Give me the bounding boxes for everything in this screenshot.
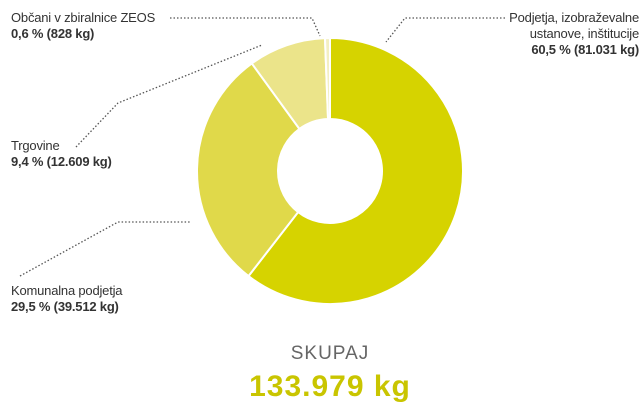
label: Komunalna podjetja 29,5 % (39.512 kg) (11, 283, 123, 315)
label: Občani v zbiralnice ZEOS 0,6 % (828 kg) (11, 10, 155, 42)
value-label: 0,6 % (828 kg) (11, 26, 95, 41)
total-label: SKUPAJ (290, 343, 370, 364)
category-label: Trgovine (11, 138, 60, 153)
slice (196, 62, 301, 278)
label: Trgovine 9,4 % (12.609 kg) (11, 138, 112, 170)
label: Podjetja, izobraževalne ustanove, inštit… (509, 10, 639, 58)
value-label: 9,4 % (12.609 kg) (11, 154, 112, 169)
value-label: 60,5 % (81.031 kg) (531, 42, 639, 57)
slice (323, 36, 331, 121)
value-label: 29,5 % (39.512 kg) (11, 299, 119, 314)
category-label: Občani v zbiralnice ZEOS (11, 10, 156, 25)
total-value: 133.979 kg (249, 370, 411, 403)
leader-line (19, 221, 190, 277)
leader-line (385, 17, 505, 43)
leader-line (170, 17, 321, 37)
leader-line (75, 44, 263, 148)
slice (247, 36, 464, 305)
slices (196, 36, 464, 305)
category-label: Podjetja, izobraževalne ustanove, inštit… (509, 10, 639, 41)
category-label: Komunalna podjetja (11, 283, 123, 298)
